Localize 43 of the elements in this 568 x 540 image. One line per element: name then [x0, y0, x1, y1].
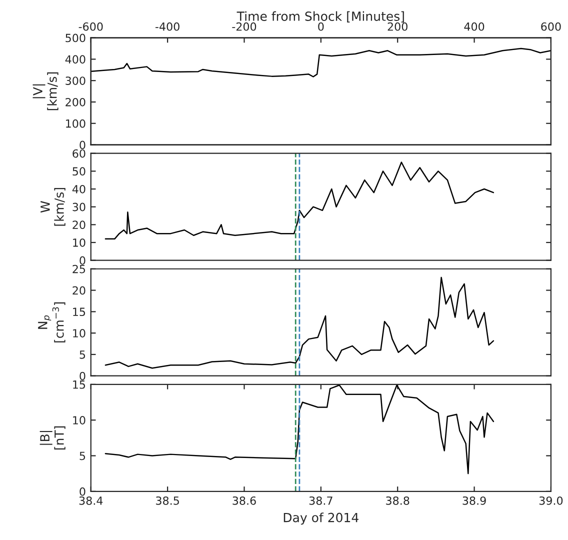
y-axis-title: W [km/s] [40, 188, 66, 226]
y-axis-title: N$_{p}$ [cm$^{−3}$] [38, 302, 66, 342]
x2-tick-label: -600 [78, 22, 103, 31]
y-axis-title: |B| [nT] [40, 426, 66, 450]
y-tick-label: 30 [72, 202, 86, 212]
y-tick-label: 0 [80, 372, 86, 380]
x-tick-label: 38.4 [79, 496, 103, 505]
y-tick-label: 5 [80, 452, 86, 460]
y-tick-label: 500 [66, 34, 86, 42]
x-tick-label: 38.9 [462, 496, 486, 505]
x2-tick-label: 600 [541, 22, 561, 31]
y-tick-label: 0 [80, 256, 86, 265]
x-axis-title: Day of 2014 [284, 512, 358, 525]
x2-tick-label: -200 [232, 22, 256, 31]
y-tick-label: 100 [66, 119, 86, 128]
y-tick-label: 300 [66, 76, 86, 85]
y-tick-label: 15 [73, 308, 86, 316]
x-tick-label: 39.0 [539, 496, 563, 505]
x2-tick-label: -400 [155, 22, 180, 31]
x-tick-label: 38.8 [386, 496, 410, 505]
x-tick-label: 38.5 [156, 496, 179, 505]
x2-tick-label: 400 [464, 22, 484, 31]
y-tick-label: 10 [73, 238, 86, 247]
y-tick-label: 15 [73, 380, 86, 389]
y-tick-label: 40 [72, 184, 86, 194]
x2-tick-label: 0 [318, 22, 324, 31]
y-tick-label: 5 [80, 350, 86, 359]
y-tick-label: 400 [65, 55, 86, 64]
y-tick-label: 20 [72, 286, 86, 295]
x2-axis-title: Time from Shock [Minutes] [236, 11, 404, 22]
y-tick-label: 0 [80, 140, 86, 150]
y-axis-title: |V| [km/s] [32, 72, 58, 110]
y-tick-label: 10 [73, 329, 86, 338]
y-tick-label: 0 [80, 487, 86, 496]
x-tick-label: 38.7 [309, 496, 332, 505]
y-tick-label: 20 [72, 220, 86, 230]
x2-tick-label: 200 [388, 22, 408, 31]
y-tick-label: 60 [72, 149, 86, 158]
y-tick-label: 10 [73, 416, 86, 424]
y-tick-label: 200 [66, 98, 86, 106]
y-tick-label: 50 [72, 167, 86, 176]
x-tick-label: 38.6 [232, 496, 256, 505]
y-tick-label: 25 [72, 264, 86, 274]
